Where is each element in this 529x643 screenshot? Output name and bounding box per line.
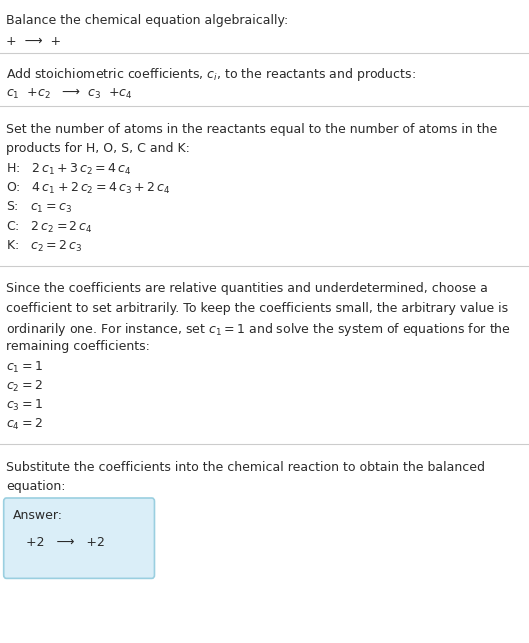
Text: Add stoichiometric coefficients, $c_i$, to the reactants and products:: Add stoichiometric coefficients, $c_i$, … <box>6 66 416 83</box>
Text: coefficient to set arbitrarily. To keep the coefficients small, the arbitrary va: coefficient to set arbitrarily. To keep … <box>6 302 508 314</box>
Text: Balance the chemical equation algebraically:: Balance the chemical equation algebraica… <box>6 14 289 27</box>
Text: $c_1$  +$c_2$   ⟶  $c_3$  +$c_4$: $c_1$ +$c_2$ ⟶ $c_3$ +$c_4$ <box>6 87 133 100</box>
Text: Set the number of atoms in the reactants equal to the number of atoms in the: Set the number of atoms in the reactants… <box>6 123 498 136</box>
Text: products for H, O, S, C and K:: products for H, O, S, C and K: <box>6 143 190 156</box>
Text: Since the coefficients are relative quantities and underdetermined, choose a: Since the coefficients are relative quan… <box>6 282 488 295</box>
Text: Substitute the coefficients into the chemical reaction to obtain the balanced: Substitute the coefficients into the che… <box>6 461 485 474</box>
Text: $c_1 = 1$: $c_1 = 1$ <box>6 359 43 374</box>
Text: H:   $2\,c_1 + 3\,c_2 = 4\,c_4$: H: $2\,c_1 + 3\,c_2 = 4\,c_4$ <box>6 162 132 177</box>
Text: O:   $4\,c_1 + 2\,c_2 = 4\,c_3 + 2\,c_4$: O: $4\,c_1 + 2\,c_2 = 4\,c_3 + 2\,c_4$ <box>6 181 170 196</box>
Text: S:   $c_1 = c_3$: S: $c_1 = c_3$ <box>6 201 72 215</box>
Text: K:   $c_2 = 2\,c_3$: K: $c_2 = 2\,c_3$ <box>6 239 83 254</box>
Text: remaining coefficients:: remaining coefficients: <box>6 340 150 353</box>
FancyBboxPatch shape <box>4 498 154 579</box>
Text: $c_2 = 2$: $c_2 = 2$ <box>6 379 43 394</box>
Text: +2   ⟶   +2: +2 ⟶ +2 <box>18 536 105 549</box>
Text: $c_4 = 2$: $c_4 = 2$ <box>6 417 43 432</box>
Text: $c_3 = 1$: $c_3 = 1$ <box>6 398 43 413</box>
Text: equation:: equation: <box>6 480 66 493</box>
Text: C:   $2\,c_2 = 2\,c_4$: C: $2\,c_2 = 2\,c_4$ <box>6 220 93 235</box>
Text: Answer:: Answer: <box>13 509 63 522</box>
Text: ordinarily one. For instance, set $c_1 = 1$ and solve the system of equations fo: ordinarily one. For instance, set $c_1 =… <box>6 321 512 338</box>
Text: +  ⟶  +: + ⟶ + <box>6 35 61 48</box>
